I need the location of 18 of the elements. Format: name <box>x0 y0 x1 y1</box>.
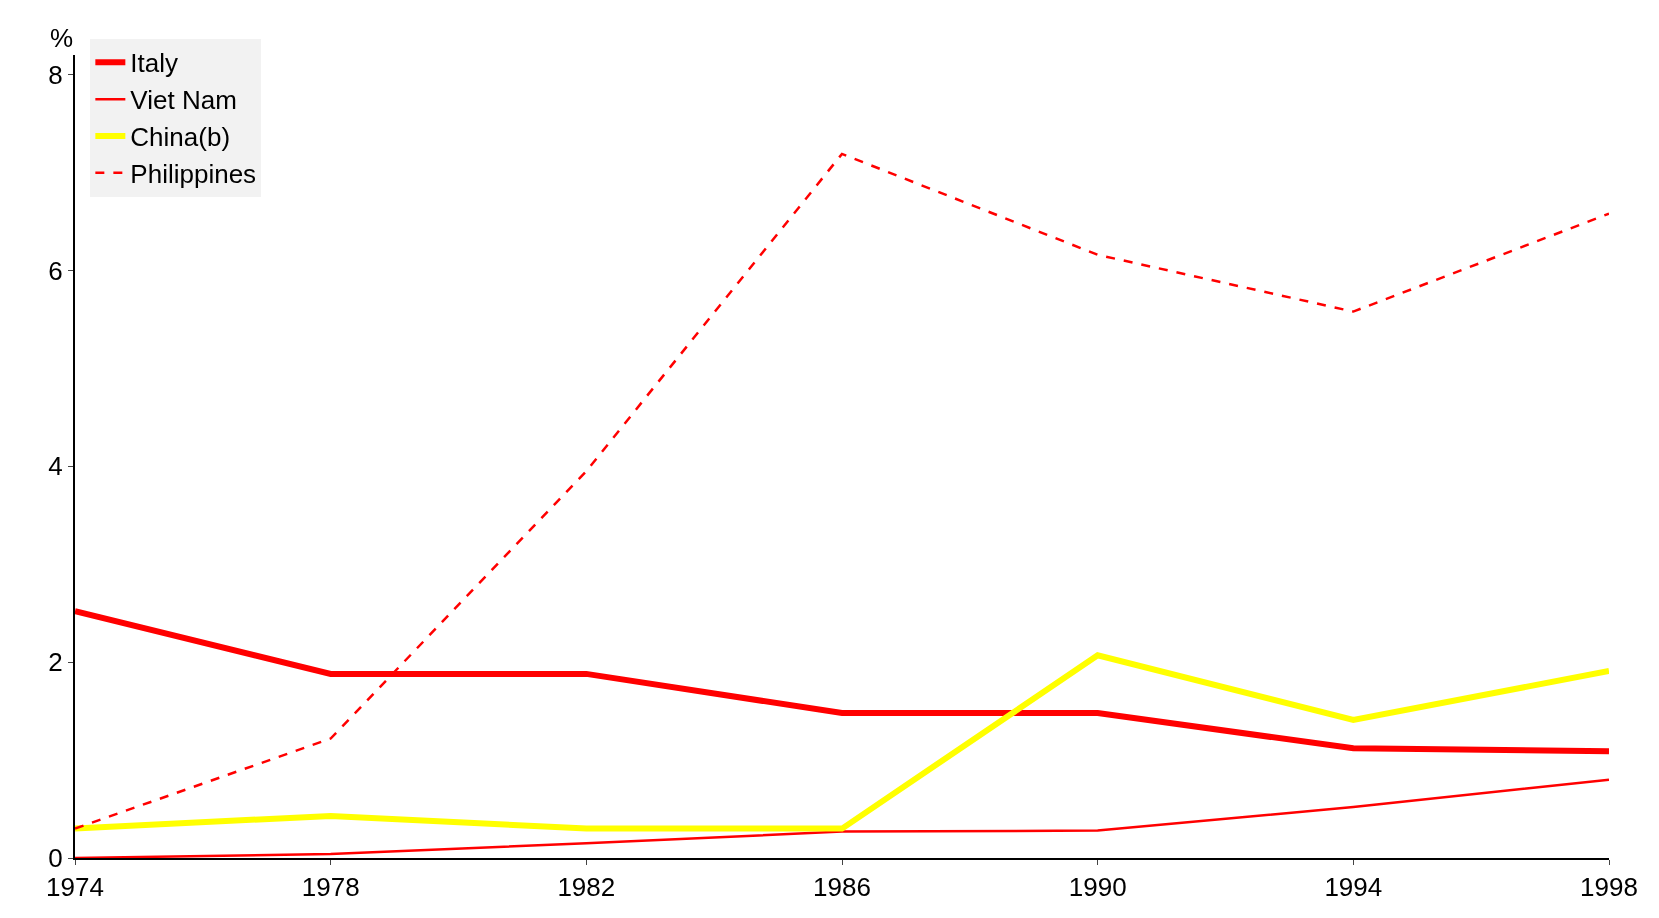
x-tick-label: 1982 <box>557 872 616 903</box>
legend-label: Philippines <box>130 158 257 189</box>
legend-label: Italy <box>130 48 179 79</box>
legend-label: China(b) <box>130 122 231 153</box>
y-tick-label: 2 <box>48 647 63 678</box>
legend-label: Viet Nam <box>130 85 237 116</box>
x-tick-label: 1990 <box>1068 872 1127 903</box>
x-tick-label: 1994 <box>1324 872 1383 903</box>
y-tick-label: 6 <box>48 255 63 286</box>
y-tick-label: 0 <box>48 843 63 874</box>
y-tick-label: 4 <box>48 451 63 482</box>
y-axis-title: % <box>50 23 74 53</box>
x-tick-label: 1978 <box>301 872 360 903</box>
line-series <box>75 152 1609 830</box>
x-tick-label: 1998 <box>1580 872 1638 903</box>
x-tick-label: 1986 <box>813 872 871 903</box>
y-tick-label: 8 <box>48 59 63 90</box>
x-tick-label: 1974 <box>46 872 104 903</box>
